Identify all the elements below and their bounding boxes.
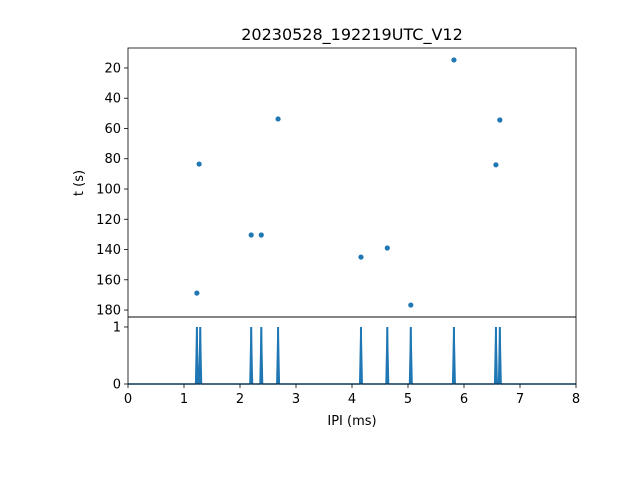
y-tick-label: 40 [104,92,121,107]
y-tick-label: 20 [104,61,121,76]
spike-series-line [128,326,576,385]
data-point [194,290,200,296]
top-axes-frame [127,47,577,318]
data-point [493,162,499,168]
x-axis-label: IPI (ms) [327,414,376,429]
x-tick-label: 5 [404,392,412,407]
data-point [451,57,457,63]
data-point [358,254,364,260]
x-tick-label: 1 [180,392,188,407]
top-axes: 20 40 60 80 100 120 140 160 180 [96,47,577,319]
y-tick-label: 120 [96,213,121,228]
x-tick-label: 6 [460,392,468,407]
y-tick-label: 0 [113,378,121,393]
y-tick-label: 80 [104,152,121,167]
x-tick-label: 7 [516,392,524,407]
data-point [384,245,390,251]
x-tick-label: 4 [348,392,356,407]
y-tick-label: 140 [96,243,121,258]
y-tick-label: 100 [96,183,121,198]
x-tick-label: 3 [292,392,300,407]
data-point [196,161,202,167]
y-tick-label: 160 [96,273,121,288]
x-tick-label: 0 [124,392,132,407]
bottom-axes-frame [127,316,577,385]
bottom-axes: 0 1 0 1 2 3 4 5 6 7 8 [113,316,580,407]
data-point [497,117,503,123]
y-tick-label: 180 [96,304,121,319]
data-point [275,116,281,122]
data-point [408,302,414,308]
y-axis-label: t (s) [72,170,87,196]
y-tick-label: 60 [104,122,121,137]
data-point [258,232,264,238]
y-tick-label: 1 [113,320,121,335]
chart-title: 20230528_192219UTC_V12 [241,25,463,45]
x-tick-label: 8 [572,392,580,407]
data-point [248,232,254,238]
x-tick-label: 2 [236,392,244,407]
